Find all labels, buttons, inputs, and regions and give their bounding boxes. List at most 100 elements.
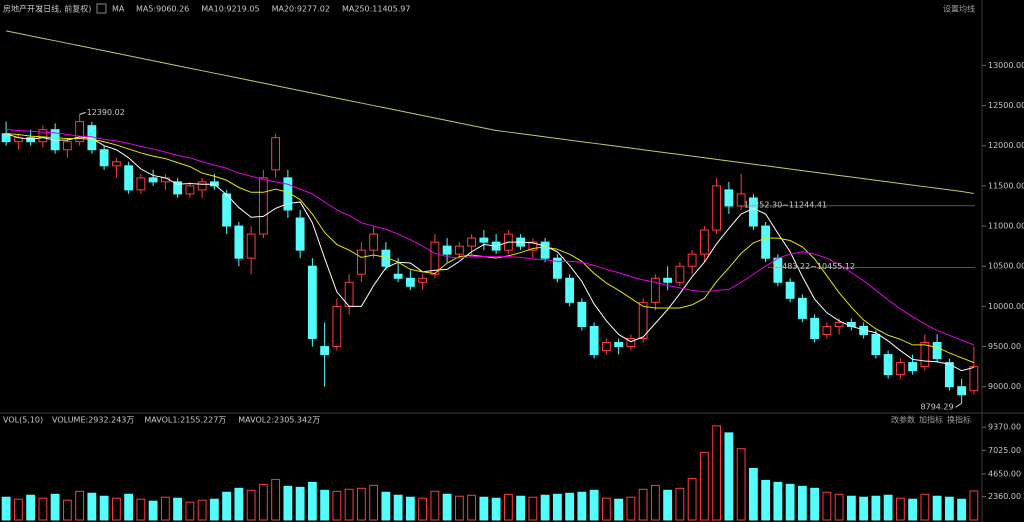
volume-bar — [185, 501, 195, 521]
candle-body — [650, 277, 660, 303]
volume-bar — [712, 425, 722, 521]
candle-body — [895, 362, 905, 376]
candle-body — [62, 141, 72, 151]
volume-bar — [528, 496, 538, 521]
volume-bar — [369, 484, 379, 521]
volume-bar — [577, 491, 587, 521]
volume-bar — [234, 487, 244, 521]
chart-subtitle: (日线, 前复权) — [40, 4, 91, 14]
ma-line — [6, 129, 975, 346]
volume-bar — [871, 495, 881, 521]
volume-bar — [883, 494, 893, 521]
candle-body — [442, 245, 452, 255]
candle-body — [160, 177, 170, 183]
candle-body — [320, 346, 330, 356]
add-indicator-button[interactable]: 加指标 — [919, 415, 943, 425]
ma-legend: MA5:9060.26 — [136, 5, 189, 14]
candle-body — [234, 225, 244, 259]
volume-bar — [846, 495, 856, 521]
volume-bar — [344, 488, 354, 521]
volume-bar — [810, 487, 820, 521]
candle-body — [957, 386, 967, 396]
candle-body — [479, 237, 489, 243]
candle-body — [601, 342, 611, 352]
y-tick-label: 4650.00 — [988, 469, 1021, 478]
candle-body — [271, 137, 281, 171]
volume-bar — [197, 499, 207, 521]
volume-bar — [307, 481, 317, 521]
candle-body — [871, 333, 881, 356]
volume-bar — [258, 483, 268, 521]
candle-body — [283, 177, 293, 211]
volume-bar — [320, 489, 330, 521]
candle-body — [75, 121, 85, 143]
volume-bar — [87, 492, 97, 521]
volume-bar — [748, 468, 758, 521]
candle-body — [148, 177, 158, 183]
candle-body — [797, 297, 807, 319]
volume-bar — [99, 495, 109, 521]
change-params-button[interactable]: 改参数 — [891, 415, 915, 425]
volume-bar — [736, 448, 746, 521]
ma-settings-button[interactable]: 设置均线 — [943, 4, 975, 14]
y-tick-label: 10500.00 — [988, 262, 1024, 271]
volume-bar — [675, 487, 685, 521]
volume-bar — [332, 490, 342, 521]
volume-bar — [834, 493, 844, 521]
volume-bar — [467, 494, 477, 521]
volume-bar — [895, 497, 905, 521]
y-tick-label: 9000.00 — [988, 382, 1021, 391]
switch-indicator-button[interactable]: 换指标 — [947, 415, 971, 425]
volume-bar — [283, 485, 293, 521]
help-icon[interactable] — [96, 3, 107, 14]
volume-bar — [393, 494, 403, 521]
candle-body — [908, 362, 918, 372]
candle-body — [663, 277, 673, 283]
volume-bar — [944, 496, 954, 521]
volume-bar — [699, 452, 709, 521]
volume-bar — [773, 481, 783, 521]
candle-body — [246, 233, 256, 259]
candle-body — [687, 253, 697, 267]
candle-body — [810, 317, 820, 340]
y-tick-label: 13000.00 — [988, 61, 1024, 70]
volume-bar — [540, 494, 550, 521]
y-tick-label: 7025.00 — [988, 446, 1021, 455]
volume-bar — [50, 493, 60, 521]
ma-label: MA — [112, 5, 125, 14]
volume-bar — [822, 491, 832, 521]
candle-body — [552, 257, 562, 279]
volume-bar — [160, 496, 170, 521]
candle-body — [761, 225, 771, 259]
candle-body — [834, 321, 844, 327]
volume-bar — [442, 493, 452, 521]
volume-bar — [932, 495, 942, 521]
volume-legend: MAVOL1:2155.227万 — [144, 416, 226, 425]
volume-bar — [724, 432, 734, 521]
candle-body — [528, 241, 538, 251]
volume-bar — [222, 491, 232, 521]
candle-body — [185, 185, 195, 195]
point-label-leader — [79, 111, 86, 115]
ma-line — [6, 30, 974, 194]
volume-bar — [295, 486, 305, 521]
candle-body — [222, 193, 232, 227]
ma-legend: MA10:9219.05 — [201, 5, 259, 14]
volume-bar — [663, 489, 673, 521]
volume-bar — [969, 490, 979, 521]
candle-body — [540, 241, 550, 259]
volume-bar — [26, 494, 36, 521]
volume-bar — [650, 484, 660, 521]
candle-body — [944, 362, 954, 388]
candle-body — [369, 233, 379, 251]
volume-bar — [761, 479, 771, 521]
candle-body — [381, 249, 391, 267]
y-tick-label: 9370.00 — [988, 423, 1021, 432]
candle-body — [577, 301, 587, 327]
y-tick-label: 12000.00 — [988, 141, 1024, 150]
volume-bar — [454, 495, 464, 521]
volume-bar — [246, 489, 256, 521]
candle-body — [822, 325, 832, 335]
candle-body — [197, 181, 207, 191]
